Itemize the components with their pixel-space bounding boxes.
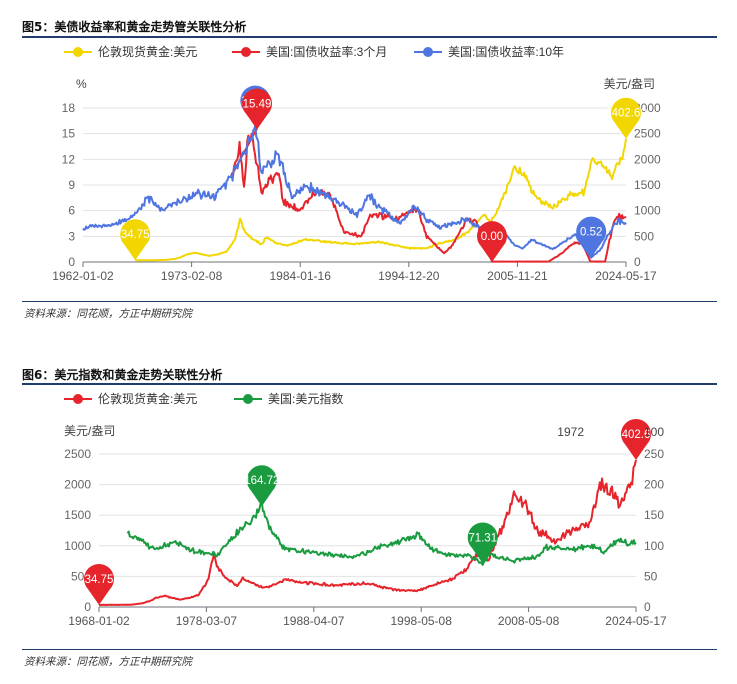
figure-5-top-rule bbox=[22, 36, 717, 38]
left-tick-label: 18 bbox=[62, 101, 76, 115]
annotation-2-marker bbox=[242, 88, 273, 130]
annotation-0-marker bbox=[120, 219, 151, 261]
legend-dot bbox=[241, 47, 251, 57]
annotation-4-label: 0.52 bbox=[580, 227, 602, 239]
left-axis-unit: 美元/盎司 bbox=[64, 424, 115, 438]
x-tick-label: 1973-02-08 bbox=[161, 269, 223, 283]
annotation-3-label: 0.00 bbox=[481, 231, 503, 243]
left-tick-label: 3 bbox=[68, 229, 75, 243]
legend-item-1: 美国:国债收益率:3个月 bbox=[232, 44, 387, 59]
annotation-0-marker bbox=[84, 563, 114, 605]
right-tick-label: 100 bbox=[644, 539, 664, 553]
series-line-1 bbox=[126, 500, 637, 566]
annotation-2-label: 15.49 bbox=[243, 98, 272, 110]
legend-label: 美国:国债收益率:3个月 bbox=[266, 44, 387, 59]
series-line-0 bbox=[99, 459, 637, 606]
left-tick-label: 6 bbox=[68, 204, 75, 218]
x-tick-label: 2005-11-21 bbox=[487, 269, 548, 283]
figure-6-top-rule bbox=[22, 383, 717, 385]
right-tick-label: 2500 bbox=[634, 127, 661, 141]
annotation-5-label: 2402.60 bbox=[605, 108, 647, 120]
annotation-2-marker bbox=[467, 522, 498, 564]
annotation-4-marker bbox=[576, 216, 607, 258]
annotation-text-5: 100 bbox=[644, 425, 664, 439]
right-tick-label: 1000 bbox=[634, 204, 661, 218]
annotation-4: 0.52 bbox=[576, 216, 607, 258]
annotation-2: 15.49 bbox=[242, 88, 273, 130]
annotation-0: 34.75 bbox=[84, 563, 114, 605]
chart-bond-yield-vs-gold: 伦敦现货黄金:美元 美国:国债收益率:3个月 美国:国债收益率:10年 0 3 6 9 12 1… bbox=[52, 44, 661, 283]
annotation-0: 34.75 bbox=[120, 219, 151, 261]
x-tick-label: 1968-01-02 bbox=[68, 614, 130, 628]
annotation-3-marker bbox=[476, 221, 507, 262]
left-tick-label: 9 bbox=[68, 178, 75, 192]
annotation-1: 164.72 bbox=[244, 465, 279, 507]
left-tick-label: 0 bbox=[84, 600, 91, 614]
right-tick-label: 1500 bbox=[634, 178, 661, 192]
legend-item-0: 伦敦现货黄金:美元 bbox=[64, 391, 197, 406]
right-tick-label: 50 bbox=[644, 569, 658, 583]
figure-6-source: 资料来源：同花顺，方正中期研究院 bbox=[24, 656, 192, 668]
x-tick-label: 2024-05-17 bbox=[605, 614, 667, 628]
legend-label: 美国:美元指数 bbox=[268, 391, 343, 406]
annotation-1-marker bbox=[246, 465, 277, 507]
left-tick-label: 2000 bbox=[64, 478, 91, 492]
legend-dot bbox=[73, 394, 83, 404]
left-tick-label: 1500 bbox=[64, 508, 91, 522]
figure-5-bottom-rule bbox=[22, 301, 717, 302]
right-tick-label: 0 bbox=[644, 600, 651, 614]
annotation-2-label: 71.31 bbox=[468, 532, 497, 544]
right-tick-label: 250 bbox=[644, 447, 664, 461]
annotation-text-4: 1972 bbox=[557, 425, 584, 439]
x-tick-label: 1978-03-07 bbox=[176, 614, 238, 628]
figure-6-bottom-rule bbox=[22, 649, 717, 650]
legend-label: 美国:国债收益率:10年 bbox=[448, 44, 564, 59]
legend-item-0: 伦敦现货黄金:美元 bbox=[64, 44, 197, 59]
legend-dot bbox=[73, 47, 83, 57]
x-tick-label: 1984-01-16 bbox=[270, 269, 332, 283]
legend-dot bbox=[423, 47, 433, 57]
annotation-3-label: 2402.60 bbox=[615, 429, 657, 441]
left-tick-label: 12 bbox=[62, 152, 76, 166]
x-tick-label: 2024-05-17 bbox=[595, 269, 657, 283]
right-tick-label: 500 bbox=[634, 229, 654, 243]
left-tick-label: 15 bbox=[62, 127, 76, 141]
x-tick-label: 1962-01-02 bbox=[52, 269, 114, 283]
annotation-3-marker bbox=[620, 419, 651, 460]
annotation-2: 71.31 bbox=[467, 522, 498, 564]
legend-dot bbox=[243, 394, 253, 404]
left-axis-unit: % bbox=[76, 77, 87, 91]
annotation-5-marker bbox=[611, 97, 642, 139]
x-tick-label: 1988-04-07 bbox=[283, 614, 345, 628]
left-tick-label: 0 bbox=[68, 255, 75, 269]
right-tick-label: 0 bbox=[634, 255, 641, 269]
series-line-1 bbox=[229, 128, 627, 263]
left-tick-label: 1000 bbox=[64, 539, 91, 553]
chart-dollar-index-vs-gold: 伦敦现货黄金:美元 美国:美元指数050010001500200025000501… bbox=[64, 391, 667, 628]
annotation-1-label: 164.72 bbox=[244, 475, 279, 487]
legend-label: 伦敦现货黄金:美元 bbox=[98, 391, 197, 406]
right-tick-label: 2000 bbox=[634, 152, 661, 166]
x-tick-label: 1994-12-20 bbox=[378, 269, 440, 283]
annotation-0-label: 34.75 bbox=[121, 229, 150, 241]
legend-label: 伦敦现货黄金:美元 bbox=[98, 44, 197, 59]
legend-item-1: 美国:美元指数 bbox=[234, 391, 343, 406]
series-line-0 bbox=[135, 138, 627, 262]
annotation-0-label: 34.75 bbox=[85, 574, 114, 586]
annotation-5: 2402.60 bbox=[605, 97, 647, 139]
series-line-2 bbox=[82, 124, 627, 259]
right-tick-label: 150 bbox=[644, 508, 664, 522]
figure-6-title: 图6：美元指数和黄金走势关联性分析 bbox=[22, 368, 223, 382]
figure-5-source: 资料来源：同花顺，方正中期研究院 bbox=[24, 308, 192, 320]
left-tick-label: 2500 bbox=[64, 447, 91, 461]
figure-5-title: 图5：美债收益率和黄金走势管关联性分析 bbox=[22, 20, 247, 34]
annotation-3: 0.00 bbox=[476, 221, 507, 262]
annotation-3: 2402.60 bbox=[615, 419, 657, 460]
legend-item-2: 美国:国债收益率:10年 bbox=[414, 44, 564, 59]
right-tick-label: 200 bbox=[644, 478, 664, 492]
right-axis-unit: 美元/盎司 bbox=[604, 77, 655, 91]
x-tick-label: 2008-05-08 bbox=[498, 614, 560, 628]
x-tick-label: 1998-05-08 bbox=[391, 614, 453, 628]
